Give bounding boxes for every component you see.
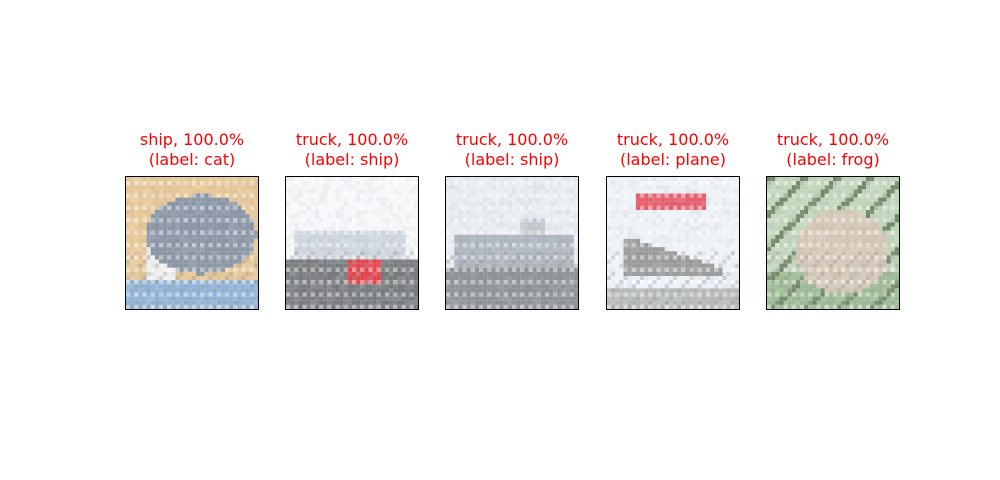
image-pixels bbox=[446, 177, 578, 309]
true-label-caption: (label: plane) bbox=[619, 150, 727, 169]
true-label-caption: (label: frog) bbox=[786, 150, 880, 169]
prediction-caption: truck, 100.0% bbox=[455, 130, 569, 149]
adversarial-image-plane bbox=[606, 176, 740, 310]
image-panel-1: ship, 100.0% (label: cat) bbox=[107, 130, 277, 310]
true-label-caption: (label: cat) bbox=[148, 150, 236, 169]
prediction-caption: truck, 100.0% bbox=[616, 130, 730, 149]
image-pixels bbox=[607, 177, 739, 309]
image-panel-2: truck, 100.0% (label: ship) bbox=[267, 130, 437, 310]
adversarial-image-ship bbox=[445, 176, 579, 310]
image-pixels bbox=[126, 177, 258, 309]
adversarial-image-ship bbox=[285, 176, 419, 310]
true-label-caption: (label: ship) bbox=[304, 150, 400, 169]
image-panel-3: truck, 100.0% (label: ship) bbox=[427, 130, 597, 310]
adversarial-image-cat bbox=[125, 176, 259, 310]
image-pixels bbox=[286, 177, 418, 309]
prediction-caption: ship, 100.0% bbox=[139, 130, 245, 149]
image-panel-5: truck, 100.0% (label: frog) bbox=[748, 130, 918, 310]
image-panel-4: truck, 100.0% (label: plane) bbox=[588, 130, 758, 310]
prediction-caption: truck, 100.0% bbox=[295, 130, 409, 149]
prediction-caption: truck, 100.0% bbox=[776, 130, 890, 149]
adversarial-image-frog bbox=[766, 176, 900, 310]
true-label-caption: (label: ship) bbox=[464, 150, 560, 169]
image-pixels bbox=[767, 177, 899, 309]
